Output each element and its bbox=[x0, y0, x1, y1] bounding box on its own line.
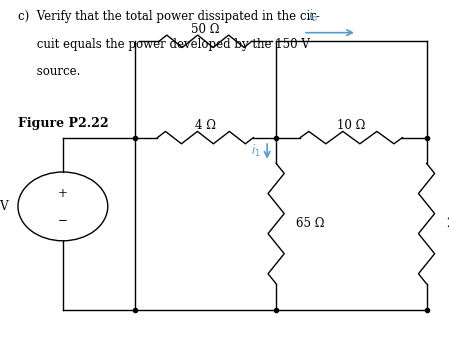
Text: +: + bbox=[58, 187, 68, 200]
Text: c)  Verify that the total power dissipated in the cir-: c) Verify that the total power dissipate… bbox=[18, 10, 320, 23]
Text: 65 Ω: 65 Ω bbox=[296, 217, 325, 230]
Text: Figure P2.22: Figure P2.22 bbox=[18, 117, 109, 130]
Text: cuit equals the power developed by the 150 V: cuit equals the power developed by the 1… bbox=[18, 38, 310, 51]
Text: 150 V: 150 V bbox=[0, 200, 9, 213]
Text: $i_o$: $i_o$ bbox=[308, 8, 317, 24]
Text: 50 Ω: 50 Ω bbox=[191, 23, 220, 36]
Text: 10 Ω: 10 Ω bbox=[337, 119, 365, 132]
Text: 4 Ω: 4 Ω bbox=[195, 119, 216, 132]
Text: $i_1$: $i_1$ bbox=[251, 143, 260, 159]
Text: 25 Ω: 25 Ω bbox=[447, 217, 449, 230]
Text: −: − bbox=[58, 213, 68, 226]
Text: source.: source. bbox=[18, 65, 80, 78]
